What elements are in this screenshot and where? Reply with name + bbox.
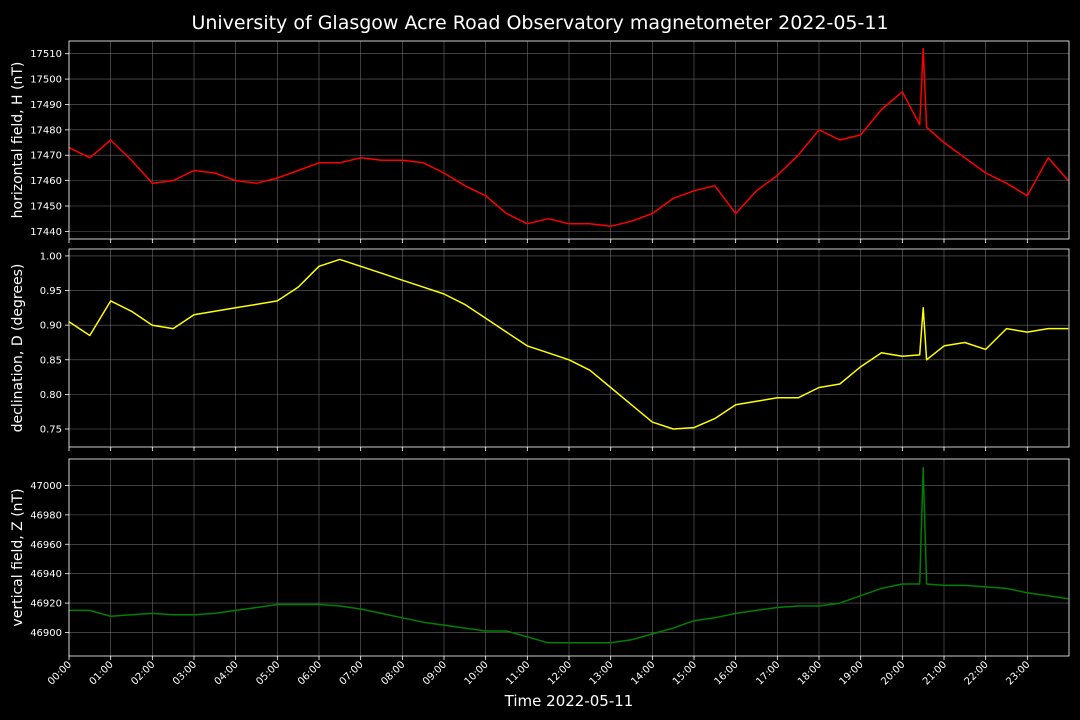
y-tick-label: 0.80 [40,390,62,401]
y-tick-label: 17440 [30,227,62,238]
y-tick-label: 17450 [30,202,62,213]
y-tick-label: 46960 [30,540,62,551]
y-axis-label: declination, D (degrees) [10,264,26,433]
axes-frame [68,248,1070,448]
figure-title: University of Glasgow Acre Road Observat… [191,12,888,34]
y-tick-label: 0.90 [40,321,62,332]
data-line [69,467,1069,644]
y-tick-label: 17480 [30,125,62,136]
y-tick-label: 46920 [30,599,62,610]
data-line [68,258,1069,430]
y-tick-label: 17510 [30,49,62,60]
y-tick-label: 47000 [30,481,62,492]
y-tick-label: 17470 [30,151,62,162]
axes-frame [68,40,1070,240]
data-line [68,47,1069,228]
y-tick-label: 0.85 [40,355,62,366]
y-tick-label: 1.00 [40,251,62,262]
y-tick-label: 46980 [30,510,62,521]
y-axis-label: vertical field, Z (nT) [10,488,26,626]
y-tick-label: 17500 [30,75,62,86]
y-tick-label: 17460 [30,176,62,187]
y-tick-label: 0.95 [40,286,62,297]
y-tick-label: 17490 [30,100,62,111]
y-tick-label: 46900 [30,628,62,639]
y-tick-label: 46940 [30,569,62,580]
y-tick-label: 0.75 [40,425,62,436]
axes-frame [68,458,1070,657]
y-axis-label: horizontal field, H (nT) [10,62,26,219]
x-axis-label: Time 2022-05-11 [504,692,634,710]
